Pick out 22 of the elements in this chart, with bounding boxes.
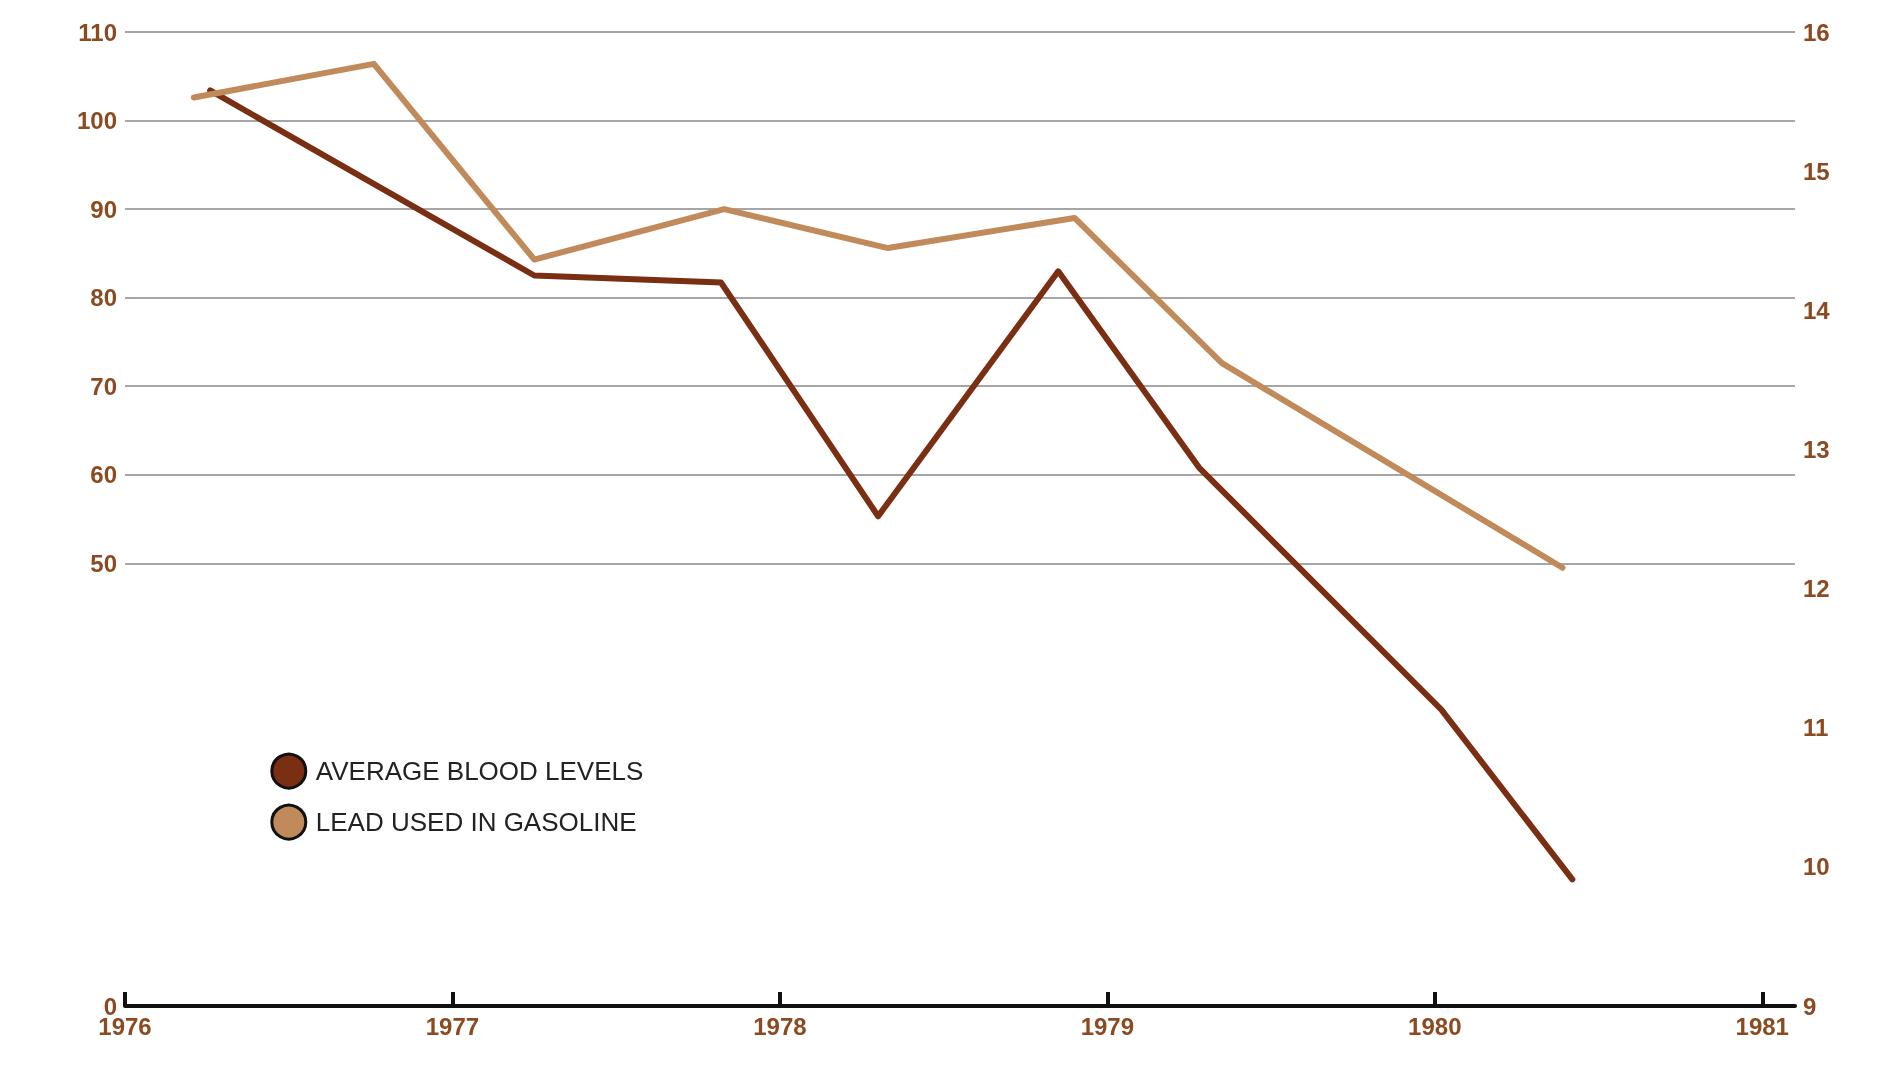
y-tick-label: 100: [76, 107, 117, 135]
y2-tick-label: 16: [1803, 18, 1830, 46]
x-tick-label: 1977: [425, 1012, 480, 1040]
y-tick-label: 60: [90, 461, 117, 489]
legend-label: LEAD USED IN GASOLINE: [315, 807, 637, 838]
y2-tick-label: 11: [1803, 714, 1829, 742]
y2-tick-label: 14: [1803, 296, 1831, 324]
y2-tick-label: 9: [1803, 992, 1817, 1020]
y2-tick-label: 15: [1803, 157, 1830, 185]
y2-tick-label: 10: [1803, 853, 1830, 881]
x-tick-label: 1981: [1735, 1012, 1789, 1040]
y-tick-label: 90: [90, 195, 117, 223]
legend-label: AVERAGE BLOOD LEVELS: [315, 756, 644, 787]
y-tick-label: 110: [78, 18, 117, 46]
x-tick-label: 1979: [1080, 1012, 1135, 1040]
y-tick-label: 70: [90, 372, 117, 400]
x-tick-label: 1980: [1408, 1012, 1462, 1040]
y2-tick-label: 13: [1803, 435, 1830, 463]
y-tick-label: 50: [90, 549, 117, 577]
y2-tick-label: 12: [1803, 575, 1830, 603]
y-tick-label: 80: [90, 284, 117, 312]
x-tick-label: 1978: [753, 1012, 807, 1040]
